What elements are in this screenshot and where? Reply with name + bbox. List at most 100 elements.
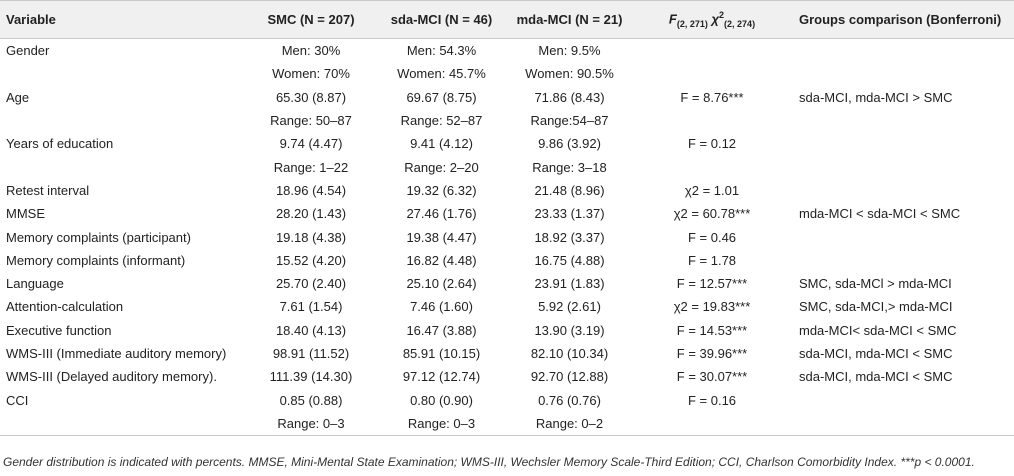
cell-stat [631,39,793,63]
cell-stat: F = 1.78 [687,252,737,268]
cell-smc: Range: 50–87 [270,113,352,129]
cell-groups: SMC, sda-MCI,> mda-MCI [799,299,953,315]
cell-mda: 71.86 (8.43) [534,89,605,105]
table-row: Years of education 9.74 (4.47) 9.41 (4.12)… [0,132,1014,155]
cell-smc: 18.40 (4.13) [275,322,347,338]
cell-mda: 82.10 (10.34) [530,346,609,361]
cell-stat: F = 0.46 [687,229,737,245]
cell-variable: Gender [6,43,50,59]
cell-mda: Men: 9.5% [538,43,601,59]
cell-groups [793,388,1014,411]
cell-smc: 28.20 (1.43) [275,206,347,222]
cell-sda: 16.47 (3.88) [406,322,477,338]
cell-stat: F = 14.53*** [676,322,748,338]
cell-groups [793,109,1014,132]
cell-mda: 23.33 (1.37) [534,206,605,222]
cell-stat: F = 12.57*** [676,276,748,292]
cell-variable: Attention-calculation [6,299,124,315]
cell-stat: F = 30.07*** [676,369,748,385]
header-variable: Variable [0,0,247,39]
cell-stat: F = 8.76*** [680,89,744,105]
cell-groups [793,249,1014,272]
cell-smc: 18.96 (4.54) [275,182,347,198]
header-stat-chi-sup: 2 [719,10,725,21]
header-statistic: F(2, 271) χ2(2, 274) [631,0,793,39]
cell-variable: WMS-III (Delayed auditory memory). [6,369,217,385]
cell-variable: CCI [6,392,29,408]
cell-sda: Range: 2–20 [404,159,479,175]
cell-smc: 7.61 (1.54) [279,299,343,315]
table-row: Memory complaints (participant) 19.18 (4.… [0,225,1014,248]
cell-variable [0,109,247,132]
header-sda-mci: sda-MCI (N = 46) [375,0,508,39]
cell-mda: Range: 3–18 [532,159,607,175]
cell-mda: 21.48 (8.96) [534,182,605,198]
cell-stat [631,411,793,437]
table-row: Range: 0–3 Range: 0–3 Range: 0–2 [0,411,1014,437]
cell-mda: 9.86 (3.92) [538,136,601,152]
cell-sda: 19.38 (4.47) [406,229,477,245]
cell-smc: 0.85 (0.88) [279,392,343,408]
cell-sda: 0.80 (0.90) [410,392,473,408]
cell-groups [793,179,1014,202]
table-row: Age 65.30 (8.87) 69.67 (8.75) 71.86 (8.43) F… [0,86,1014,109]
cell-groups: sda-MCI, mda-MCI < SMC [799,369,953,385]
cell-groups: mda-MCI < sda-MCI < SMC [799,206,961,222]
cell-mda: Women: 90.5% [525,66,614,82]
cell-sda: 19.32 (6.32) [406,182,477,198]
cell-variable: Retest interval [6,182,90,198]
header-stat-f-df: (2, 271) [676,18,708,29]
cell-variable: Language [6,276,64,292]
cell-mda: 0.76 (0.76) [538,392,601,408]
cell-groups [793,62,1014,85]
cell-stat: χ2 = 1.01 [684,182,740,198]
table-footnote: Gender distribution is indicated with pe… [3,455,975,469]
table-row: MMSE 28.20 (1.43) 27.46 (1.76) 23.33 (1.37)… [0,202,1014,225]
cell-smc: Range: 0–3 [247,411,375,437]
cell-variable [0,411,247,437]
cell-mda: 5.92 (2.61) [538,299,601,315]
cell-stat: χ2 = 19.83*** [673,299,751,315]
table-row: Range: 50–87 Range: 52–87 Range:54–87 [0,109,1014,132]
cell-stat [631,155,793,178]
cell-smc: 98.91 (11.52) [272,346,350,361]
cell-sda: Range: 0–3 [375,411,508,437]
header-stat-chi-df: (2, 274) [724,18,756,29]
cell-smc: 9.74 (4.47) [279,136,343,152]
cell-variable [0,62,247,85]
cell-mda: 16.75 (4.88) [534,252,605,268]
cell-groups [793,39,1014,63]
cell-smc: 65.30 (8.87) [275,89,347,105]
table-row: Memory complaints (informant) 15.52 (4.20… [0,249,1014,272]
cell-groups: mda-MCI< sda-MCI < SMC [799,322,957,338]
cell-stat: F = 0.12 [687,136,737,152]
cell-stat: F = 39.96*** [676,346,748,361]
table-row: Executive function 18.40 (4.13) 16.47 (3.8… [0,319,1014,342]
table-row: Gender Men: 30% Men: 54.3% Men: 9.5% [0,39,1014,63]
cell-sda: Women: 45.7% [397,66,486,82]
table-row: CCI 0.85 (0.88) 0.80 (0.90) 0.76 (0.76) F = … [0,388,1014,411]
table-row: Language 25.70 (2.40) 25.10 (2.64) 23.91 (1… [0,272,1014,295]
cell-sda: 27.46 (1.76) [406,206,477,222]
cell-smc: Women: 70% [272,66,350,82]
cell-variable: WMS-III (Immediate auditory memory) [6,346,227,361]
cell-smc: 111.39 (14.30) [269,369,353,385]
cell-smc: 15.52 (4.20) [275,252,347,268]
cell-groups: sda-MCI, mda-MCI > SMC [799,89,953,105]
cell-sda: 69.67 (8.75) [406,89,477,105]
cell-variable: MMSE [6,206,45,222]
cell-smc: 25.70 (2.40) [275,276,347,292]
cell-mda: Range: 0–2 [508,411,631,437]
cell-groups [793,225,1014,248]
cell-variable: Age [6,89,30,105]
cell-mda: Range:54–87 [530,113,609,129]
results-table: Variable SMC (N = 207) sda-MCI (N = 46) … [0,0,1014,437]
cell-sda: Men: 54.3% [406,43,477,59]
cell-sda: 16.82 (4.48) [406,252,477,268]
table-row: WMS-III (Immediate auditory memory) 98.91… [0,342,1014,365]
cell-groups [793,132,1014,155]
cell-smc: Range: 1–22 [273,159,349,175]
cell-variable: Years of education [6,136,114,152]
cell-sda: Range: 52–87 [400,113,483,129]
